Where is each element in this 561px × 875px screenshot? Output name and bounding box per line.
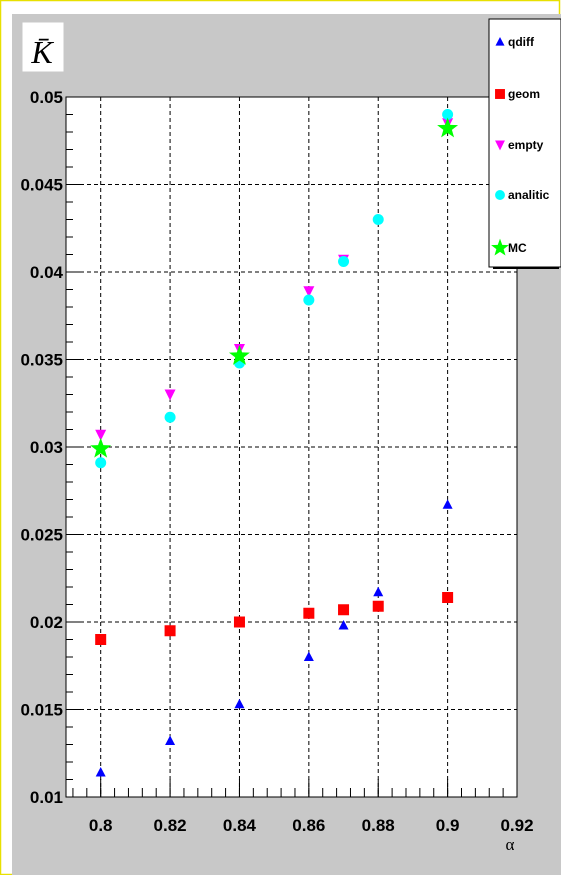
data-point-MC	[229, 345, 250, 365]
y-tick-label: 0.025	[20, 526, 63, 545]
x-tick-label: 0.88	[362, 816, 395, 835]
data-point-empty	[303, 286, 315, 298]
data-point-analitic	[372, 214, 384, 225]
title-box: K̄	[21, 21, 65, 73]
legend-marker-empty	[495, 140, 505, 151]
data-point-empty	[164, 389, 176, 401]
x-tick-label: 0.86	[292, 816, 325, 835]
y-tick-label: 0.05	[30, 88, 63, 107]
data-point-qdiff	[442, 499, 453, 509]
x-tick-label: 0.92	[500, 816, 533, 835]
x-tick-label: 0.9	[436, 816, 460, 835]
legend-label: qdiff	[508, 35, 535, 49]
data-point-qdiff	[165, 735, 176, 745]
legend-label: geom	[508, 87, 540, 101]
grid	[66, 97, 517, 797]
x-tick-label: 0.82	[154, 816, 187, 835]
series-analitic	[95, 109, 454, 469]
data-point-analitic	[442, 109, 454, 120]
axis-ticks	[66, 96, 518, 798]
y-tick-label: 0.04	[30, 263, 64, 282]
x-tick-label: 0.8	[89, 816, 113, 835]
series-MC	[90, 117, 459, 458]
y-tick-label: 0.015	[20, 701, 63, 720]
legend-entry: analitic	[495, 188, 550, 202]
data-point-analitic	[95, 457, 107, 469]
x-axis-title: α	[506, 835, 515, 854]
x-tick-label: 0.84	[223, 816, 257, 835]
data-points	[90, 109, 459, 777]
legend-label: MC	[508, 241, 527, 255]
series-geom	[95, 592, 454, 645]
data-point-MC	[90, 437, 112, 458]
data-point-qdiff	[234, 698, 245, 709]
legend-label: empty	[508, 138, 544, 152]
y-tick-label: 0.045	[20, 176, 63, 195]
legend-label: analitic	[508, 188, 550, 202]
data-point-geom	[164, 625, 176, 637]
data-point-qdiff	[303, 651, 314, 661]
data-point-geom	[95, 634, 107, 645]
data-point-empty	[95, 429, 107, 441]
data-point-qdiff	[373, 586, 384, 597]
legend-entry: qdiff	[495, 35, 535, 49]
legend-entry: geom	[495, 87, 540, 101]
data-point-geom	[233, 616, 245, 628]
data-point-qdiff	[95, 767, 106, 777]
data-point-qdiff	[338, 620, 349, 630]
legend-entry: MC	[491, 238, 527, 256]
legend-marker-geom	[495, 89, 505, 99]
data-point-geom	[338, 604, 350, 616]
data-point-analitic	[338, 256, 350, 267]
legend-marker-qdiff	[495, 37, 505, 46]
legend-entry: empty	[495, 138, 544, 152]
data-point-geom	[372, 600, 384, 612]
legend-marker-MC	[491, 238, 509, 256]
legend-marker-analitic	[495, 190, 505, 200]
series-qdiff	[95, 499, 453, 777]
y-tick-label: 0.03	[30, 438, 63, 457]
y-tick-label: 0.035	[20, 351, 63, 370]
data-point-geom	[442, 592, 454, 603]
chart-title: K̄	[30, 34, 54, 70]
data-point-geom	[303, 607, 315, 619]
y-tick-label: 0.01	[30, 788, 63, 807]
data-point-MC	[437, 117, 459, 138]
data-point-analitic	[303, 294, 315, 306]
data-point-analitic	[164, 411, 176, 423]
y-tick-label: 0.02	[30, 613, 63, 632]
tick-labels: 0.8 0.82 0.84 0.86 0.88 0.9 0.92 0.01 0.015 0.02 0…	[20, 88, 533, 835]
legend: qdiff geom empty analitic MC	[488, 18, 561, 269]
